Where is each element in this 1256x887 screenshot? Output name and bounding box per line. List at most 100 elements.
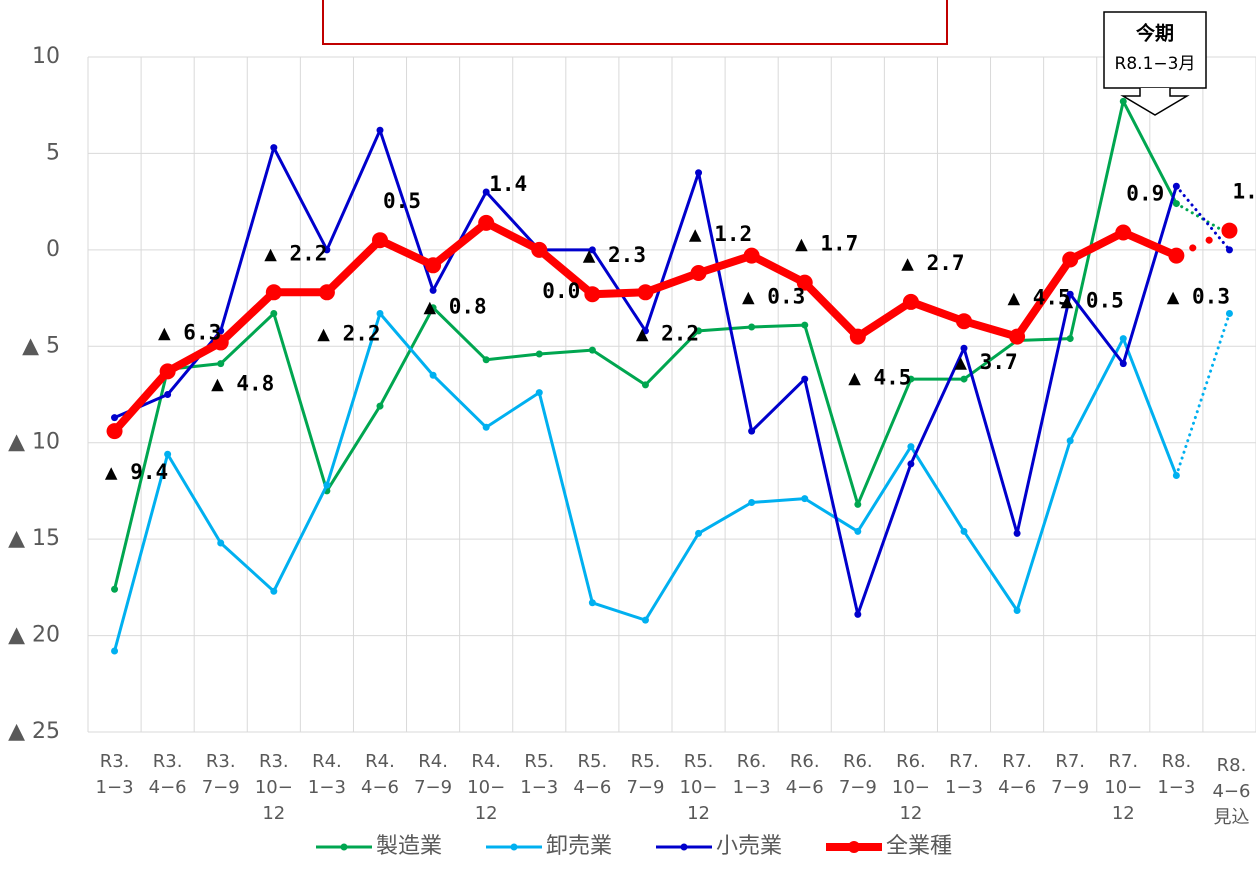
x-tick-label: R4. 1−3 <box>308 751 346 798</box>
header-box <box>322 0 948 45</box>
data-label: ▲ 4.5 <box>1007 286 1070 310</box>
legend-marker <box>680 843 688 851</box>
point <box>212 334 229 351</box>
point <box>1009 328 1026 345</box>
point <box>159 363 176 380</box>
point <box>695 169 703 177</box>
y-tick-label: ▲ 15 <box>8 526 60 551</box>
legend-label: 製造業 <box>376 834 442 859</box>
data-label: ▲ 4.5 <box>848 366 911 390</box>
point <box>164 391 172 398</box>
x-tick-label: R5. 4−6 <box>573 751 611 798</box>
point <box>584 286 601 303</box>
point <box>956 313 972 330</box>
legend-label: 卸売業 <box>546 834 612 859</box>
legend: 製造業 卸売業 小売業 全業種 <box>316 834 952 859</box>
x-tick-label: R7. 1−3 <box>945 751 983 798</box>
point <box>907 375 915 383</box>
forecast-line <box>1174 312 1231 477</box>
point <box>960 375 968 383</box>
callout-box <box>1103 11 1207 89</box>
x-tick-label: R3. 1−3 <box>96 751 134 798</box>
point <box>960 527 968 535</box>
y-tick-label: 10 <box>32 44 60 69</box>
x-tick-label: R4. 10− 12 <box>467 751 505 824</box>
point <box>1225 246 1233 254</box>
point <box>265 284 282 301</box>
point <box>641 616 649 624</box>
point <box>376 402 384 410</box>
point <box>1115 224 1132 241</box>
y-tick-label: 0 <box>46 237 60 262</box>
point <box>111 414 119 422</box>
data-label: 1.4 <box>489 172 527 196</box>
legend-marker <box>510 843 518 851</box>
data-label: ▲ 2.3 <box>583 243 646 267</box>
point <box>270 310 278 317</box>
point <box>690 265 707 281</box>
x-tick-label: R5. 1−3 <box>520 751 558 798</box>
point <box>695 327 703 335</box>
callout: 今期 R8.1−3月 <box>1103 11 1207 116</box>
legend-marker <box>848 841 860 853</box>
data-label: ▲ 1.7 <box>795 232 858 256</box>
point <box>531 241 548 258</box>
y-tick-label: 5 <box>46 140 60 165</box>
callout-arrow <box>1120 88 1190 116</box>
x-tick-label: R6. 10− 12 <box>892 751 930 824</box>
point <box>217 327 225 335</box>
x-tick-label: R3. 4−6 <box>149 751 187 798</box>
point <box>902 293 919 310</box>
point <box>1119 360 1127 368</box>
point <box>1119 335 1127 343</box>
legend-marker <box>340 843 348 851</box>
data-label: ▲ 0.8 <box>423 294 486 318</box>
x-tick-label: R4. 7−9 <box>414 751 452 798</box>
data-label: ▲ 9.4 <box>105 460 168 484</box>
point <box>482 356 490 364</box>
point <box>1013 607 1021 614</box>
point <box>748 499 756 506</box>
data-label: ▲ 2.2 <box>264 241 327 265</box>
callout-title: 今期 <box>1135 22 1174 45</box>
point <box>637 284 654 301</box>
point <box>1172 472 1180 479</box>
point <box>535 389 543 397</box>
point <box>323 246 331 254</box>
data-label: ▲ 2.2 <box>317 321 380 345</box>
x-tick-label: R8. 4−6 見込 <box>1212 755 1250 828</box>
point <box>641 381 649 389</box>
x-tick-label: R7. 7−9 <box>1051 751 1089 798</box>
data-label: ▲ 0.3 <box>742 285 805 309</box>
point <box>1172 200 1180 208</box>
point <box>217 539 225 547</box>
point <box>1168 247 1185 264</box>
x-tick-label: R5. 7−9 <box>626 751 664 798</box>
point <box>801 321 809 329</box>
point <box>854 500 862 508</box>
point <box>907 460 915 468</box>
x-tick-label: R3. 10− 12 <box>255 751 293 824</box>
x-tick-label: R4. 4−6 <box>361 751 399 798</box>
legend-label: 全業種 <box>886 834 952 859</box>
data-label: ▲ 2.2 <box>636 321 699 345</box>
legend-label: 小売業 <box>716 834 782 859</box>
point <box>376 126 384 134</box>
point <box>429 304 437 312</box>
point <box>535 350 543 358</box>
data-label: ▲ 0.3 <box>1167 285 1230 309</box>
point <box>217 360 225 368</box>
x-tick-label: R6. 4−6 <box>786 751 824 798</box>
point <box>478 214 495 231</box>
point <box>425 257 442 274</box>
point <box>106 423 123 440</box>
point <box>111 647 119 655</box>
point <box>960 344 968 352</box>
point <box>1221 222 1238 239</box>
data-label: 0.9 <box>1126 182 1164 206</box>
point <box>641 327 649 335</box>
y-tick-label: ▲ 10 <box>8 430 60 455</box>
series-line <box>113 99 1178 590</box>
data-label: ▲ 2.7 <box>901 251 964 275</box>
